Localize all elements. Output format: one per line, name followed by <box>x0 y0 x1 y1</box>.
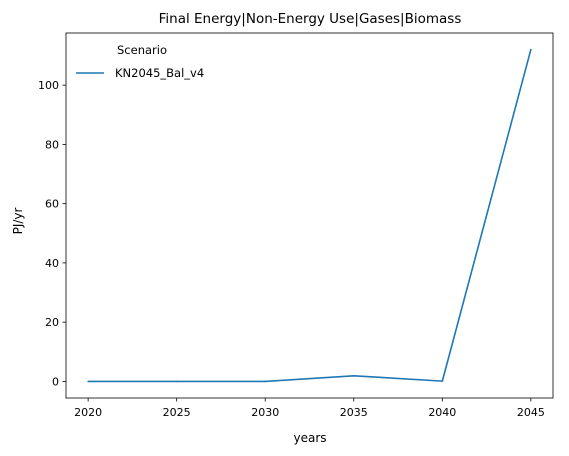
series-layer <box>87 48 532 383</box>
chart-title: Final Energy|Non-Energy Use|Gases|Biomas… <box>159 11 462 27</box>
data-point <box>175 380 178 383</box>
y-axis: 0 20 40 60 80 100 <box>38 79 66 388</box>
x-tick-label: 2040 <box>428 406 456 419</box>
y-tick-label: 20 <box>45 316 59 329</box>
x-tick-label: 2025 <box>163 406 191 419</box>
x-tick-label: 2045 <box>517 406 545 419</box>
y-tick-label: 100 <box>38 79 59 92</box>
data-point <box>87 380 89 383</box>
series-line <box>88 49 532 383</box>
y-tick-label: 0 <box>52 375 59 388</box>
x-tick-label: 2030 <box>251 406 279 419</box>
x-tick-label: 2035 <box>340 406 368 419</box>
y-tick-label: 80 <box>45 138 59 151</box>
data-point <box>264 380 267 383</box>
y-axis-label: PJ/yr <box>11 208 25 235</box>
y-tick-label: 60 <box>45 198 59 211</box>
plot-area <box>65 32 554 399</box>
plot-frame <box>65 32 554 399</box>
x-axis-label: years <box>293 431 326 445</box>
legend: Scenario KN2045_Bal_v4 <box>76 43 204 80</box>
x-axis: 2020 2025 2030 2035 2040 2045 <box>74 398 545 419</box>
data-point <box>352 374 355 377</box>
data-point <box>530 48 532 51</box>
legend-entry-label: KN2045_Bal_v4 <box>115 66 204 80</box>
data-point <box>441 380 444 382</box>
y-tick-label: 40 <box>45 257 59 270</box>
x-tick-label: 2020 <box>74 406 102 419</box>
legend-title: Scenario <box>117 43 167 57</box>
